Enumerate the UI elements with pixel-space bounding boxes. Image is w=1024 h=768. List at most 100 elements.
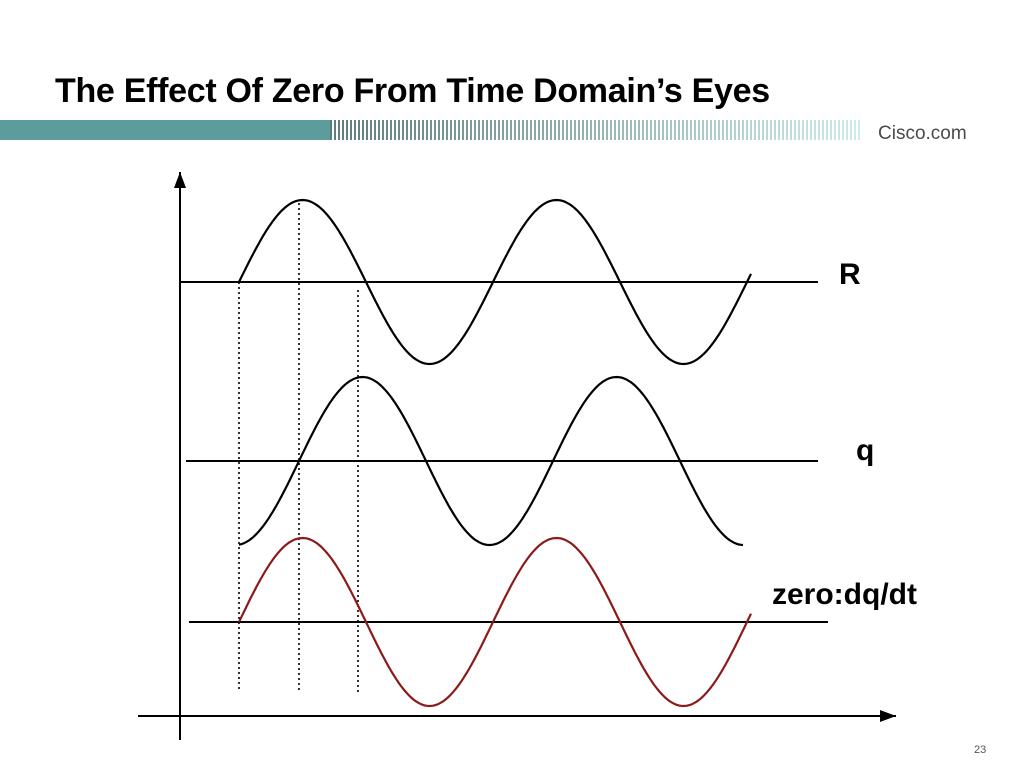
banner-stripe [798, 120, 800, 140]
banner-stripe [502, 120, 504, 140]
banner-stripe [346, 120, 348, 140]
banner-stripe [462, 120, 464, 140]
banner-stripe [786, 120, 788, 140]
banner-stripe [390, 120, 392, 140]
banner-stripe [642, 120, 644, 140]
banner-stripe [510, 120, 512, 140]
banner-stripe [498, 120, 500, 140]
signal-r-curve [238, 198, 752, 366]
banner-stripe [762, 120, 764, 140]
banner-stripe [826, 120, 828, 140]
banner-stripe [706, 120, 708, 140]
banner-solid [0, 120, 330, 140]
banner-stripe [382, 120, 384, 140]
banner-stripe [586, 120, 588, 140]
banner-stripe [594, 120, 596, 140]
banner-stripe [622, 120, 624, 140]
banner-stripe [830, 120, 832, 140]
banner-stripe [358, 120, 360, 140]
banner-stripe [834, 120, 836, 140]
banner-stripe [822, 120, 824, 140]
banner-stripe [666, 120, 668, 140]
banner-stripe [726, 120, 728, 140]
banner-stripe [858, 120, 860, 140]
banner-stripe [574, 120, 576, 140]
banner-stripe [714, 120, 716, 140]
banner-stripe [630, 120, 632, 140]
banner-stripe [538, 120, 540, 140]
banner-stripe [614, 120, 616, 140]
banner-stripe [682, 120, 684, 140]
banner-stripe [686, 120, 688, 140]
header-banner [0, 118, 1024, 144]
banner-stripe [626, 120, 628, 140]
banner-stripe [818, 120, 820, 140]
banner-stripe [838, 120, 840, 140]
banner-stripe [670, 120, 672, 140]
banner-stripe [450, 120, 452, 140]
banner-stripe [570, 120, 572, 140]
banner-stripe [842, 120, 844, 140]
banner-stripe [334, 120, 336, 140]
banner-stripe [766, 120, 768, 140]
label-r: R [839, 258, 861, 291]
banner-stripe [806, 120, 808, 140]
banner-stripe [530, 120, 532, 140]
banner-stripe [810, 120, 812, 140]
banner-stripe [426, 120, 428, 140]
banner-stripe [602, 120, 604, 140]
banner-stripe [638, 120, 640, 140]
banner-stripe [770, 120, 772, 140]
banner-stripe [494, 120, 496, 140]
banner-stripe [754, 120, 756, 140]
banner-stripe [362, 120, 364, 140]
banner-stripe [386, 120, 388, 140]
banner-stripe [406, 120, 408, 140]
banner-stripe [466, 120, 468, 140]
banner-stripe [722, 120, 724, 140]
banner-stripe [506, 120, 508, 140]
banner-stripe [750, 120, 752, 140]
banner-stripe [422, 120, 424, 140]
banner-stripe [414, 120, 416, 140]
banner-stripe [534, 120, 536, 140]
banner-stripe [470, 120, 472, 140]
banner-stripe [514, 120, 516, 140]
banner-stripe [746, 120, 748, 140]
banner-stripe [342, 120, 344, 140]
banner-stripe [542, 120, 544, 140]
banner-stripe [598, 120, 600, 140]
banner-stripe [718, 120, 720, 140]
banner-stripe [802, 120, 804, 140]
banner-stripe [730, 120, 732, 140]
banner-stripe [690, 120, 692, 140]
banner-stripe [710, 120, 712, 140]
banner-stripe [566, 120, 568, 140]
banner-stripe [634, 120, 636, 140]
banner-stripe [490, 120, 492, 140]
page-number: 23 [974, 744, 987, 756]
label-zero: zero:dq/dt [772, 578, 917, 611]
banner-stripe [398, 120, 400, 140]
brand-backdrop [860, 118, 1024, 144]
banner-stripe [738, 120, 740, 140]
banner-stripe [742, 120, 744, 140]
banner-stripe [650, 120, 652, 140]
banner-stripe [702, 120, 704, 140]
banner-stripe [758, 120, 760, 140]
cisco-logo: Cisco.com [878, 123, 967, 144]
banner-stripe [526, 120, 528, 140]
banner-stripe [522, 120, 524, 140]
banner-stripe [606, 120, 608, 140]
banner-stripe [846, 120, 848, 140]
banner-stripe [678, 120, 680, 140]
banner-stripe [658, 120, 660, 140]
banner-stripe [374, 120, 376, 140]
banner-stripe [430, 120, 432, 140]
banner-stripe [350, 120, 352, 140]
banner-stripe [354, 120, 356, 140]
banner-stripe [794, 120, 796, 140]
banner-stripe [482, 120, 484, 140]
